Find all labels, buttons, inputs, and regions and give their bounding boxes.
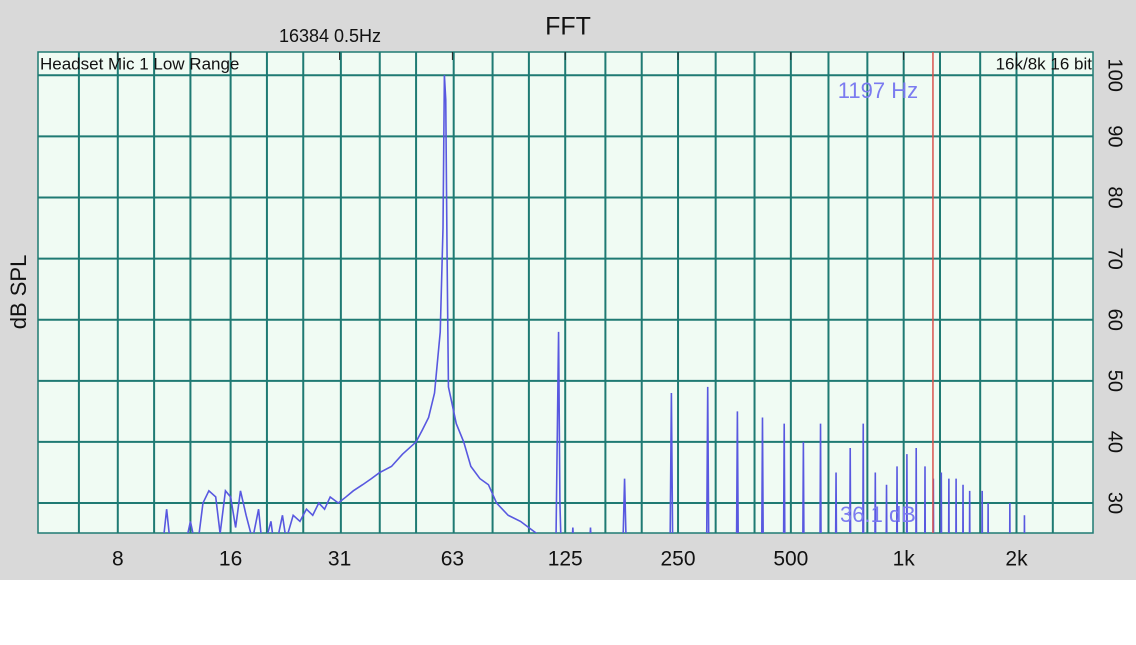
x-tick-label: 250	[661, 548, 696, 571]
y-tick-label: 60	[1104, 309, 1126, 331]
subtitle: 16384 0.5Hz	[279, 26, 381, 46]
y-tick-label: 50	[1104, 370, 1126, 392]
chart-title: FFT	[545, 13, 591, 41]
y-tick-label: 100	[1104, 59, 1126, 92]
x-tick-label: 125	[548, 548, 583, 571]
grid	[37, 51, 1094, 534]
plot	[163, 52, 1026, 533]
x-tick-label: 1k	[893, 548, 916, 571]
cursor-level: 36.1 dB	[840, 502, 916, 527]
x-tick-label: 63	[441, 548, 464, 571]
spectrum-line	[163, 75, 1026, 533]
y-tick-label: 70	[1104, 247, 1126, 269]
x-tick-label: 16	[219, 548, 242, 571]
x-tick-label: 8	[112, 548, 124, 571]
y-axis-label: dB SPL	[6, 255, 31, 330]
cursor-frequency: 1197 Hz	[838, 78, 918, 103]
x-tick-label: 500	[773, 548, 808, 571]
x-tick-label: 2k	[1005, 548, 1028, 571]
y-tick-label: 40	[1104, 431, 1126, 453]
y-tick-label: 30	[1104, 492, 1126, 514]
y-tick-label: 90	[1104, 125, 1126, 147]
x-tick-label: 31	[328, 548, 351, 571]
labels: 30 40 50 60 70 80 90 100 8 16 31 63 125 250 500 1k 2k 119…	[112, 52, 1126, 571]
input-label: Headset Mic 1 Low Range	[40, 54, 239, 73]
format-label: 16k/8k 16 bit	[996, 54, 1093, 73]
y-tick-label: 80	[1104, 186, 1126, 208]
